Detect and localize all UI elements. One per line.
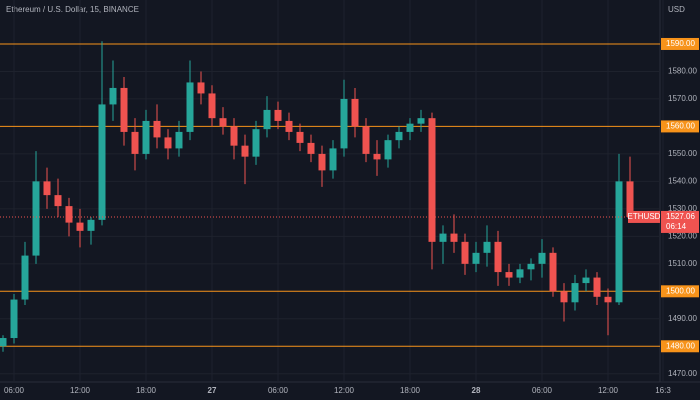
candle-body: [417, 118, 425, 124]
candle-body: [472, 252, 480, 264]
candle-body: [241, 145, 249, 157]
y-tick-label: 1530.00: [668, 204, 697, 213]
candle-body: [582, 277, 590, 284]
y-tick-label: 1580.00: [668, 67, 697, 76]
candle-body: [274, 109, 282, 121]
candle-body: [87, 219, 95, 231]
y-tick-label: 1570.00: [668, 94, 697, 103]
candle-body: [65, 206, 73, 223]
candle-body: [516, 269, 524, 278]
candle-body: [0, 338, 7, 347]
level-label: 1560.00: [666, 122, 695, 131]
candle-body: [340, 98, 348, 149]
candle-body: [109, 87, 117, 105]
countdown-label: 06:14: [666, 222, 687, 231]
candle-body: [604, 296, 612, 303]
candle-body: [538, 252, 546, 264]
candle-body: [494, 241, 502, 273]
level-label: 1480.00: [666, 341, 695, 350]
x-tick-label: 27: [208, 386, 217, 395]
candle-body: [571, 283, 579, 303]
level-label-box: [661, 285, 699, 298]
candle-body: [153, 120, 161, 138]
y-tick-label: 1470.00: [668, 369, 697, 378]
candle-body: [395, 131, 403, 141]
level-label: 1590.00: [666, 39, 695, 48]
candle-body: [439, 233, 447, 242]
candle-body: [120, 87, 128, 132]
candle-body: [527, 263, 535, 270]
y-tick-label: 1520.00: [668, 231, 697, 240]
x-tick-label: 12:00: [70, 386, 91, 395]
candle-body: [32, 181, 40, 256]
level-label-box: [661, 120, 699, 133]
candle-body: [186, 82, 194, 132]
candle-body: [560, 291, 568, 303]
candle-body: [406, 123, 414, 132]
candle-body: [142, 120, 150, 154]
y-tick-label: 1540.00: [668, 176, 697, 185]
candle-body: [43, 181, 51, 196]
candle-body: [98, 104, 106, 220]
candle-body: [329, 148, 337, 171]
symbol-box: [628, 210, 660, 223]
y-tick-label: 1550.00: [668, 149, 697, 158]
x-tick-label: 12:00: [598, 386, 619, 395]
x-tick-label: 12:00: [334, 386, 355, 395]
candle-body: [164, 137, 172, 149]
candle-body: [318, 153, 326, 171]
candle-body: [615, 181, 623, 303]
candle-body: [428, 118, 436, 242]
x-tick-label: 06:00: [268, 386, 289, 395]
candle-body: [549, 252, 557, 292]
candle-body: [505, 272, 513, 278]
candle-body: [197, 82, 205, 94]
x-tick-label: 06:00: [4, 386, 25, 395]
candle-body: [230, 126, 238, 146]
last-price-box: [661, 210, 699, 233]
y-tick-label: 1510.00: [668, 259, 697, 268]
x-tick-label: 28: [472, 386, 481, 395]
candle-body: [593, 277, 601, 297]
level-label: 1500.00: [666, 286, 695, 295]
level-label-box: [661, 340, 699, 353]
candle-body: [296, 131, 304, 143]
x-tick-label: 18:00: [136, 386, 157, 395]
candle-body: [76, 222, 84, 231]
candle-body: [10, 299, 18, 339]
candle-body: [175, 131, 183, 149]
x-tick-label: 18:00: [400, 386, 421, 395]
x-tick-label: 06:00: [532, 386, 553, 395]
y-tick-label: 1490.00: [668, 314, 697, 323]
x-tick-label: 16:3: [655, 386, 671, 395]
candle-body: [362, 126, 370, 154]
candle-body: [54, 195, 62, 207]
candle-body: [461, 241, 469, 264]
candle-body: [626, 181, 634, 217]
candle-body: [252, 129, 260, 157]
chart-title: Ethereum / U.S. Dollar, 15, BINANCE: [6, 5, 139, 14]
candle-body: [373, 153, 381, 160]
last-price-label: 1527.06: [666, 212, 695, 221]
level-label-box: [661, 37, 699, 50]
candle-body: [384, 140, 392, 160]
axis-unit: USD: [668, 5, 685, 14]
candle-body: [307, 142, 315, 154]
candle-body: [483, 241, 491, 253]
candle-body: [285, 120, 293, 132]
candle-body: [351, 98, 359, 127]
candle-body: [131, 131, 139, 154]
candle-body: [263, 109, 271, 130]
candle-body: [219, 118, 227, 127]
candle-body: [450, 233, 458, 242]
symbol-label: ETHUSD: [628, 212, 661, 221]
candle-body: [208, 93, 216, 119]
candle-body: [21, 255, 29, 300]
